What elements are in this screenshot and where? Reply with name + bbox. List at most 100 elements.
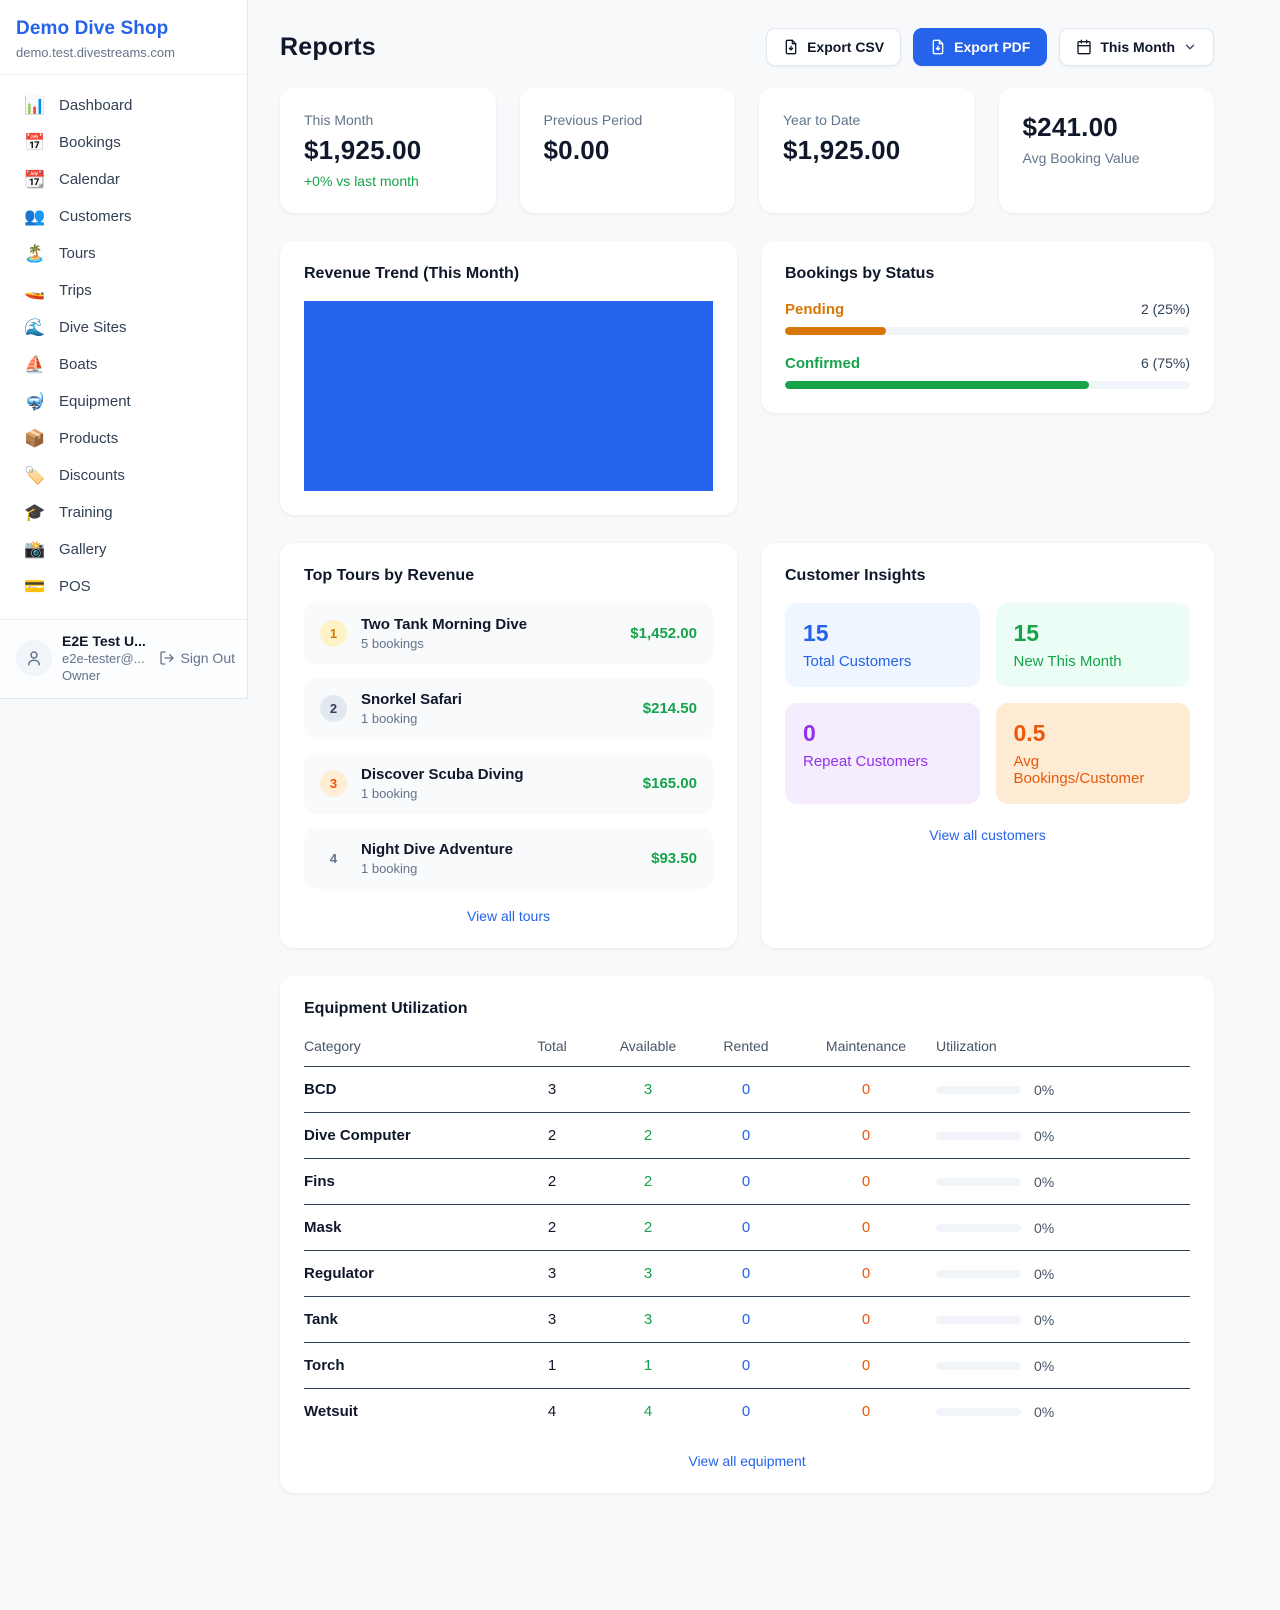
- sidebar-item[interactable]: 📊 Dashboard: [10, 87, 237, 124]
- insight-value: 15: [1013, 620, 1040, 646]
- utilization-percent: 0%: [1034, 1081, 1055, 1098]
- status-progress-track: [785, 327, 1190, 335]
- bookings-by-status-card: Bookings by Status Pending 2 (25%): [761, 241, 1214, 413]
- revenue-trend-title: Revenue Trend (This Month): [304, 265, 520, 282]
- stat-value: $0.00: [543, 135, 610, 165]
- tour-row: 1 Two Tank Morning Dive 5 bookings $1,45…: [304, 603, 713, 664]
- tour-revenue: $93.50: [651, 850, 697, 867]
- view-all-equipment-link[interactable]: View all equipment: [688, 1453, 806, 1469]
- bookings-by-status-title: Bookings by Status: [785, 265, 935, 282]
- sign-out-button[interactable]: Sign Out: [159, 650, 235, 666]
- equipment-total: 3: [547, 1081, 557, 1098]
- utilization-percent: 0%: [1034, 1265, 1055, 1282]
- sidebar-item-icon: ⛵: [24, 355, 46, 374]
- top-tours-card: Top Tours by Revenue 1 Two Tank Morning …: [280, 543, 737, 948]
- utilization-progress-track: [936, 1177, 1021, 1186]
- column-header-maintenance: Maintenance: [825, 1038, 907, 1054]
- period-selector[interactable]: This Month: [1059, 28, 1214, 66]
- insight-tile: 15 Total Customers: [785, 603, 980, 687]
- sidebar-item[interactable]: 🤿 Equipment: [10, 383, 237, 420]
- sidebar-item-icon: 📸: [24, 540, 46, 559]
- insight-tile: 0 Repeat Customers: [785, 703, 980, 804]
- tour-revenue: $1,452.00: [630, 625, 697, 642]
- sidebar-item[interactable]: ⛵ Boats: [10, 346, 237, 383]
- sidebar-item-icon: 🎓: [24, 503, 46, 522]
- tour-revenue: $214.50: [642, 700, 697, 717]
- equipment-available: 2: [643, 1219, 653, 1236]
- sidebar-item[interactable]: 💳 POS: [10, 568, 237, 605]
- equipment-available: 3: [643, 1265, 653, 1282]
- sidebar-item-label: Customers: [59, 208, 132, 225]
- equipment-available: 3: [643, 1311, 653, 1328]
- sidebar-item[interactable]: 📆 Calendar: [10, 161, 237, 198]
- sidebar-item-icon: 🌊: [24, 318, 46, 337]
- stat-label: Previous Period: [543, 112, 643, 128]
- utilization-progress-track: [936, 1085, 1021, 1094]
- sidebar-user-section: E2E Test U... e2e-tester@... Owner Sign …: [0, 619, 247, 698]
- equipment-category: Regulator: [304, 1265, 375, 1282]
- sidebar-item[interactable]: 📸 Gallery: [10, 531, 237, 568]
- insight-grid: 15 Total Customers 15 New This Month 0 R…: [785, 603, 1190, 804]
- sidebar-item[interactable]: 📅 Bookings: [10, 124, 237, 161]
- user-meta: E2E Test U... e2e-tester@... Owner: [62, 633, 149, 683]
- equipment-maintenance: 0: [861, 1219, 871, 1236]
- sidebar-item[interactable]: 🌊 Dive Sites: [10, 309, 237, 346]
- insight-value: 0: [803, 720, 816, 746]
- utilization-progress-track: [936, 1269, 1021, 1278]
- tour-row: 4 Night Dive Adventure 1 booking $93.50: [304, 828, 713, 889]
- equipment-category: Wetsuit: [304, 1403, 358, 1420]
- equipment-table-header: Category Total Available Rented Maintena…: [304, 1038, 1190, 1067]
- insights-row: Top Tours by Revenue 1 Two Tank Morning …: [280, 543, 1214, 948]
- sidebar-item[interactable]: 🚤 Trips: [10, 272, 237, 309]
- logout-icon: [159, 651, 174, 665]
- stats-row: This Month $1,925.00 +0% vs last month P…: [280, 88, 1214, 213]
- utilization-percent: 0%: [1034, 1173, 1055, 1190]
- equipment-category: Fins: [304, 1173, 335, 1190]
- sidebar-item[interactable]: 🎓 Training: [10, 494, 237, 531]
- equipment-maintenance: 0: [861, 1403, 871, 1420]
- equipment-total: 2: [547, 1219, 557, 1236]
- chevron-down-icon: [1185, 44, 1195, 50]
- equipment-available: 3: [643, 1081, 653, 1098]
- sidebar-item[interactable]: 🏝️ Tours: [10, 235, 237, 272]
- table-row: BCD 3 3 0 0 0%: [304, 1067, 1190, 1113]
- sidebar-item[interactable]: 👥 Customers: [10, 198, 237, 235]
- equipment-category: Dive Computer: [304, 1127, 411, 1144]
- equipment-maintenance: 0: [861, 1265, 871, 1282]
- sidebar-item[interactable]: 🏷️ Discounts: [10, 457, 237, 494]
- person-icon: [28, 651, 40, 666]
- sidebar-item-label: Gallery: [59, 541, 107, 558]
- rank-badge: 4: [329, 851, 338, 866]
- sidebar-item-label: Boats: [59, 356, 98, 373]
- sidebar-item-label: Bookings: [59, 134, 121, 151]
- sidebar-header: Demo Dive Shop demo.test.divestreams.com: [0, 0, 247, 75]
- user-role: Owner: [62, 668, 101, 683]
- user-name: E2E Test U...: [62, 633, 146, 649]
- tour-row: 2 Snorkel Safari 1 booking $214.50: [304, 678, 713, 739]
- insight-value: 15: [803, 620, 829, 646]
- view-all-tours-link[interactable]: View all tours: [466, 908, 550, 924]
- rank-badge: 2: [320, 695, 347, 722]
- sidebar-item[interactable]: 📦 Products: [10, 420, 237, 457]
- tour-bookings-count: 5 bookings: [361, 636, 424, 651]
- customer-insights-card: Customer Insights 15 Total Customers 15 …: [761, 543, 1214, 948]
- export-pdf-button[interactable]: Export PDF: [913, 28, 1048, 66]
- status-value: 2 (25%): [1140, 301, 1190, 317]
- equipment-rented: 0: [741, 1357, 751, 1374]
- equipment-maintenance: 0: [861, 1357, 871, 1374]
- main-content: Reports Export CSV Export PDF This Month: [248, 0, 1280, 1533]
- equipment-rented: 0: [741, 1265, 751, 1282]
- export-csv-button[interactable]: Export CSV: [766, 28, 902, 66]
- equipment-utilization-card: Equipment Utilization Category Total Ava…: [280, 976, 1214, 1493]
- stat-label: Year to Date: [783, 112, 861, 128]
- sidebar-item-label: Calendar: [59, 171, 120, 188]
- table-row: Mask 2 2 0 0 0%: [304, 1205, 1190, 1251]
- equipment-category: Mask: [304, 1219, 342, 1236]
- view-all-customers-link[interactable]: View all customers: [929, 827, 1046, 843]
- status-rows: Pending 2 (25%) Confirmed 6 (75%): [785, 301, 1190, 389]
- avatar: [16, 640, 52, 676]
- insight-tile: 0.5 Avg Bookings/Customer: [995, 703, 1190, 804]
- sidebar-item-icon: 📊: [24, 96, 46, 115]
- equipment-rented: 0: [741, 1173, 751, 1190]
- page-title: Reports: [280, 32, 376, 61]
